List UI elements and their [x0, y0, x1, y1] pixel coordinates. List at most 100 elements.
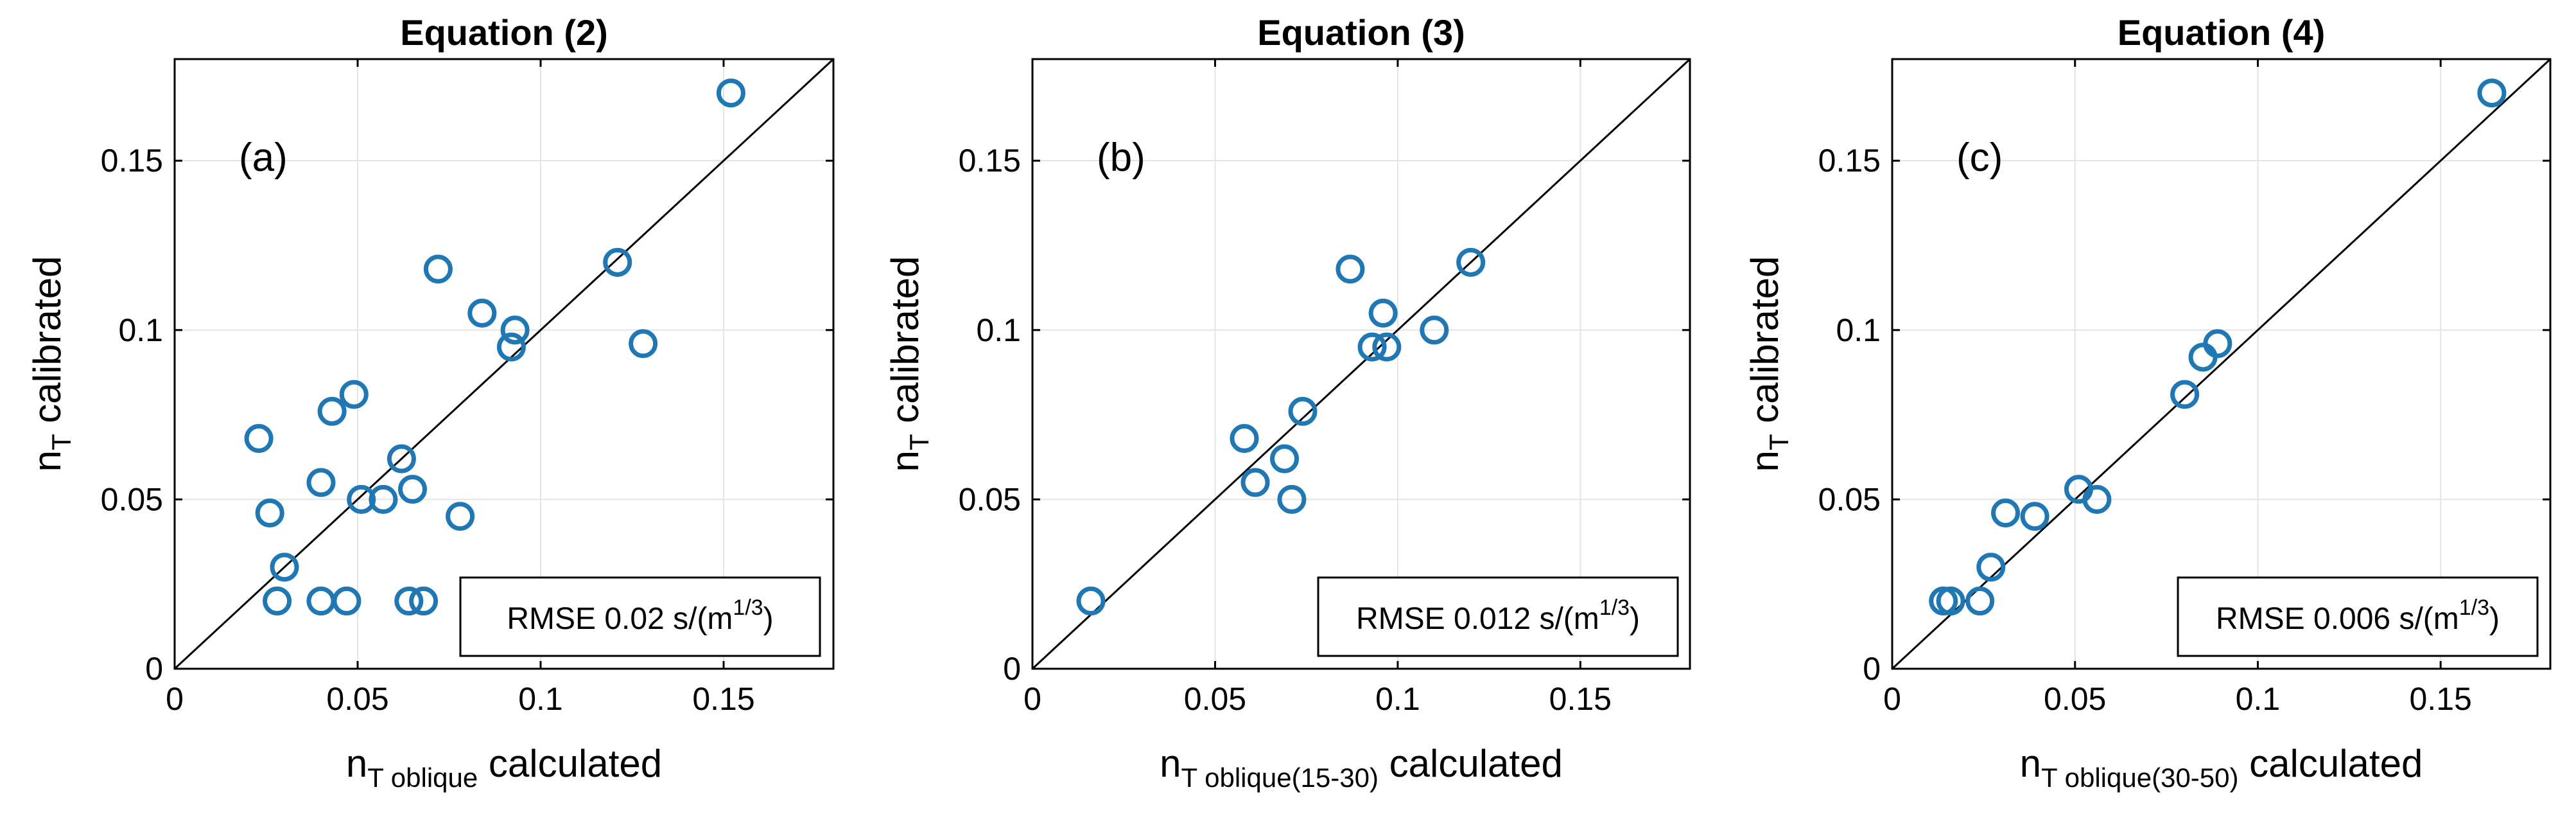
data-point [1270, 444, 1300, 473]
x-axis-label-main: n [2020, 742, 2041, 785]
data-point [270, 552, 299, 582]
data-point [1991, 498, 2021, 527]
x-tick-label: 0.05 [1184, 681, 1246, 717]
data-point [387, 444, 416, 473]
x-axis-label-main: n [346, 742, 367, 785]
data-point [332, 587, 361, 616]
y-axis-label-subscript: T [1764, 434, 1794, 450]
data-point [1288, 396, 1318, 426]
y-tick-label: 0.15 [959, 143, 1021, 179]
data-point [339, 380, 369, 409]
data-point [1336, 254, 1365, 284]
chart-panel-1: 0 0.05 0.1 0.15 0 0.05 0.1 0.15 Equation (2) (a) n… [26, 12, 835, 793]
data-point [1420, 315, 1449, 345]
data-point [1277, 484, 1307, 514]
data-point [1965, 587, 1995, 616]
y-axis-label-rest: calibrated [883, 256, 927, 434]
data-point [317, 396, 347, 426]
chart-title: Equation (3) [1257, 12, 1465, 53]
rmse-prefix: RMSE 0.006 s/(m [2216, 602, 2459, 636]
y-axis-label-main: n [883, 450, 927, 472]
data-point [369, 484, 398, 514]
x-axis-label-subscript: T oblique(15-30) [1181, 763, 1379, 793]
y-axis-label: nT calibrated [1743, 256, 1794, 472]
chart-panel-3: 0 0.05 0.1 0.15 0 0.05 0.1 0.15 Equation (4) (c) n… [1743, 12, 2552, 793]
data-point [603, 247, 632, 277]
rmse-prefix: RMSE 0.012 s/(m [1356, 602, 1599, 636]
data-point [255, 498, 284, 527]
rmse-prefix: RMSE 0.02 s/(m [507, 602, 733, 636]
rmse-superscript: 1/3 [1599, 596, 1630, 620]
data-point [446, 502, 475, 531]
panel-label: (b) [1097, 136, 1145, 180]
data-point [2170, 380, 2200, 409]
x-axis-label: nT oblique(30-50) calculated [2020, 742, 2423, 793]
axes-box [173, 58, 835, 670]
x-tick-label: 0 [1883, 681, 1901, 717]
rmse-box [2177, 576, 2539, 657]
y-tick-label: 0.1 [976, 312, 1021, 348]
x-tick-label: 0.15 [692, 681, 754, 717]
axes-box [1891, 58, 2552, 670]
rmse-annotation: RMSE 0.02 s/(m1/3) [507, 596, 773, 636]
data-point [467, 298, 497, 328]
data-point [1372, 332, 1402, 362]
panel-label: (a) [239, 136, 288, 180]
rmse-box [1317, 576, 1679, 657]
data-point [1368, 298, 1398, 328]
y-tick-label: 0.05 [101, 481, 163, 517]
y-tick-label: 0.05 [1818, 481, 1881, 517]
y-axis-label-rest: calibrated [26, 256, 69, 434]
y-tick-label: 0 [1003, 651, 1021, 687]
y-tick-label: 0 [1863, 651, 1881, 687]
rmse-superscript: 1/3 [2459, 596, 2489, 620]
x-tick-label: 0.05 [326, 681, 388, 717]
x-axis-label: nT oblique calculated [346, 742, 662, 793]
x-tick-label: 0.1 [518, 681, 563, 717]
x-axis-label-subscript: T oblique(30-50) [2041, 763, 2238, 793]
rmse-suffix: ) [2489, 602, 2500, 636]
data-point [1076, 587, 1106, 616]
panel-label: (c) [1956, 136, 2003, 180]
y-tick-label: 0.1 [1836, 312, 1881, 348]
x-axis-label-subscript: T oblique [367, 763, 478, 793]
y-axis-label: nT calibrated [26, 256, 76, 472]
x-axis-label-rest: calculated [2238, 742, 2423, 785]
rmse-annotation: RMSE 0.006 s/(m1/3) [2216, 596, 2500, 636]
data-point [306, 468, 336, 497]
data-point [2188, 342, 2218, 372]
y-tick-label: 0.1 [118, 312, 163, 348]
data-point [496, 332, 526, 362]
data-point [500, 315, 530, 345]
x-tick-label: 0.1 [1375, 681, 1420, 717]
y-axis-label-main: n [26, 450, 69, 472]
data-point [629, 329, 658, 358]
x-axis-label: nT oblique(15-30) calculated [1160, 742, 1563, 793]
data-point [1456, 247, 1486, 277]
y-axis-label-subscript: T [904, 434, 934, 450]
rmse-box [459, 576, 821, 657]
y-axis-label: nT calibrated [883, 256, 934, 472]
y-axis-label-subscript: T [46, 434, 76, 450]
data-point [716, 78, 745, 108]
rmse-superscript: 1/3 [733, 596, 763, 620]
y-axis-label-main: n [1743, 450, 1786, 472]
y-tick-label: 0.15 [1818, 143, 1881, 179]
data-point [409, 587, 439, 616]
rmse-suffix: ) [1630, 602, 1640, 636]
y-tick-label: 0 [145, 651, 163, 687]
one-to-one-line [1031, 58, 1691, 670]
x-axis-label-rest: calculated [1379, 742, 1563, 785]
x-tick-label: 0.1 [2236, 681, 2281, 717]
rmse-suffix: ) [763, 602, 774, 636]
data-point [263, 587, 292, 616]
data-point [1976, 552, 2006, 582]
data-point [347, 484, 376, 514]
data-point [2082, 484, 2112, 514]
axes-box [1031, 58, 1691, 670]
chart-title: Equation (2) [400, 12, 608, 53]
data-point [2477, 78, 2507, 108]
x-tick-label: 0 [166, 681, 184, 717]
y-tick-label: 0.15 [101, 143, 163, 179]
